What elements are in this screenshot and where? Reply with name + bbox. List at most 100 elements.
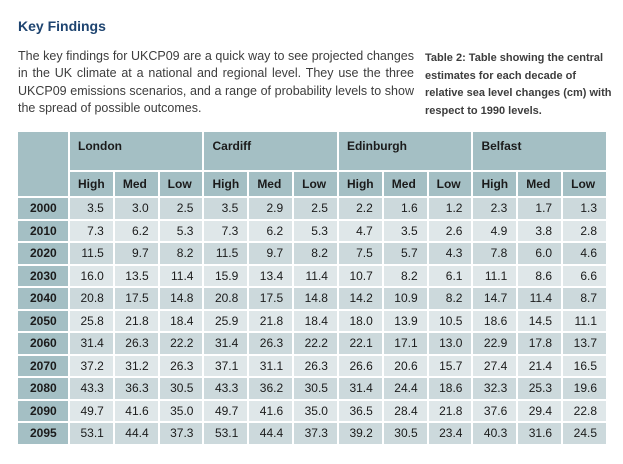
data-cell: 28.4	[383, 400, 427, 421]
data-cell: 30.5	[294, 378, 337, 399]
data-cell: 25.8	[70, 310, 113, 331]
data-cell: 21.8	[114, 310, 158, 331]
data-cell: 13.9	[383, 310, 427, 331]
data-cell: 4.3	[428, 243, 472, 264]
data-cell: 1.6	[383, 198, 427, 219]
data-cell: 14.8	[159, 288, 203, 309]
data-cell: 30.5	[159, 378, 203, 399]
data-cell: 11.5	[70, 243, 113, 264]
data-cell: 16.0	[70, 265, 113, 286]
data-cell: 8.6	[518, 265, 562, 286]
data-cell: 3.8	[518, 220, 562, 241]
data-cell: 4.9	[473, 220, 517, 241]
data-cell: 2.3	[473, 198, 517, 219]
data-cell: 24.5	[563, 423, 606, 444]
data-cell: 43.3	[204, 378, 248, 399]
data-cell: 14.2	[338, 288, 382, 309]
data-cell: 9.7	[249, 243, 293, 264]
data-cell: 31.6	[518, 423, 562, 444]
table-row: 2095 53.1 44.4 37.3 53.1 44.4 37.3 39.2 30.5 23.4…	[18, 423, 606, 444]
subheader-cell: High	[473, 172, 517, 196]
data-cell: 1.7	[518, 198, 562, 219]
data-cell: 23.4	[428, 423, 472, 444]
data-cell: 5.3	[159, 220, 203, 241]
data-cell: 26.3	[159, 355, 203, 376]
data-cell: 8.2	[159, 243, 203, 264]
data-cell: 18.6	[428, 378, 472, 399]
data-cell: 6.2	[114, 220, 158, 241]
data-cell: 6.0	[518, 243, 562, 264]
data-cell: 11.1	[563, 310, 606, 331]
data-cell: 35.0	[159, 400, 203, 421]
data-cell: 37.3	[159, 423, 203, 444]
table-row: 2050 25.8 21.8 18.4 25.9 21.8 18.4 18.0 13.9 10.5…	[18, 310, 606, 331]
data-cell: 36.2	[249, 378, 293, 399]
data-cell: 3.5	[383, 220, 427, 241]
data-cell: 25.3	[518, 378, 562, 399]
data-cell: 20.6	[383, 355, 427, 376]
data-cell: 22.8	[563, 400, 606, 421]
city-header-edinburgh: Edinburgh	[338, 132, 472, 170]
data-cell: 11.1	[473, 265, 517, 286]
city-header-cardiff: Cardiff	[204, 132, 337, 170]
data-cell: 53.1	[70, 423, 113, 444]
data-cell: 3.5	[204, 198, 248, 219]
data-cell: 17.8	[518, 333, 562, 354]
subheader-row: High Med Low High Med Low High Med Low High Med Low	[18, 172, 606, 196]
data-cell: 15.7	[428, 355, 472, 376]
data-cell: 14.7	[473, 288, 517, 309]
subheader-cell: High	[70, 172, 113, 196]
data-cell: 27.4	[473, 355, 517, 376]
data-cell: 2.2	[338, 198, 382, 219]
data-cell: 37.1	[204, 355, 248, 376]
data-cell: 17.5	[114, 288, 158, 309]
data-cell: 44.4	[249, 423, 293, 444]
data-cell: 13.4	[249, 265, 293, 286]
data-cell: 7.3	[204, 220, 248, 241]
subheader-cell: Low	[294, 172, 337, 196]
subheader-cell: Low	[563, 172, 606, 196]
data-cell: 20.8	[70, 288, 113, 309]
year-cell: 2080	[18, 378, 68, 399]
subheader-cell: High	[338, 172, 382, 196]
data-cell: 7.3	[70, 220, 113, 241]
data-cell: 39.2	[338, 423, 382, 444]
subheader-cell: Low	[428, 172, 472, 196]
year-cell: 2000	[18, 198, 68, 219]
data-cell: 41.6	[114, 400, 158, 421]
data-cell: 22.9	[473, 333, 517, 354]
data-cell: 15.9	[204, 265, 248, 286]
data-cell: 43.3	[70, 378, 113, 399]
data-cell: 16.5	[563, 355, 606, 376]
data-cell: 2.6	[428, 220, 472, 241]
table-row: 2030 16.0 13.5 11.4 15.9 13.4 11.4 10.7 8.2 6.1 11…	[18, 265, 606, 286]
data-cell: 6.6	[563, 265, 606, 286]
data-cell: 44.4	[114, 423, 158, 444]
data-cell: 21.8	[428, 400, 472, 421]
data-cell: 18.4	[159, 310, 203, 331]
data-cell: 17.5	[249, 288, 293, 309]
data-cell: 37.6	[473, 400, 517, 421]
data-cell: 29.4	[518, 400, 562, 421]
data-cell: 22.2	[294, 333, 337, 354]
data-cell: 9.7	[114, 243, 158, 264]
table-row: 2040 20.8 17.5 14.8 20.8 17.5 14.8 14.2 10.9 8.2 1…	[18, 288, 606, 309]
data-cell: 2.5	[159, 198, 203, 219]
table-row: 2000 3.5 3.0 2.5 3.5 2.9 2.5 2.2 1.6 1.2 2.3 1.7 1.3	[18, 198, 606, 219]
data-cell: 49.7	[70, 400, 113, 421]
data-cell: 25.9	[204, 310, 248, 331]
data-cell: 2.5	[294, 198, 337, 219]
year-cell: 2070	[18, 355, 68, 376]
data-cell: 37.2	[70, 355, 113, 376]
data-cell: 5.7	[383, 243, 427, 264]
table-row: 2070 37.2 31.2 26.3 37.1 31.1 26.3 26.6 20.6 15.7…	[18, 355, 606, 376]
data-cell: 10.9	[383, 288, 427, 309]
city-header-london: London	[70, 132, 203, 170]
data-cell: 18.4	[294, 310, 337, 331]
city-header-belfast: Belfast	[473, 132, 606, 170]
data-cell: 11.4	[294, 265, 337, 286]
table-row: 2060 31.4 26.3 22.2 31.4 26.3 22.2 22.1 17.1 13.0…	[18, 333, 606, 354]
data-cell: 2.8	[563, 220, 606, 241]
data-cell: 11.5	[204, 243, 248, 264]
subheader-cell: Med	[249, 172, 293, 196]
